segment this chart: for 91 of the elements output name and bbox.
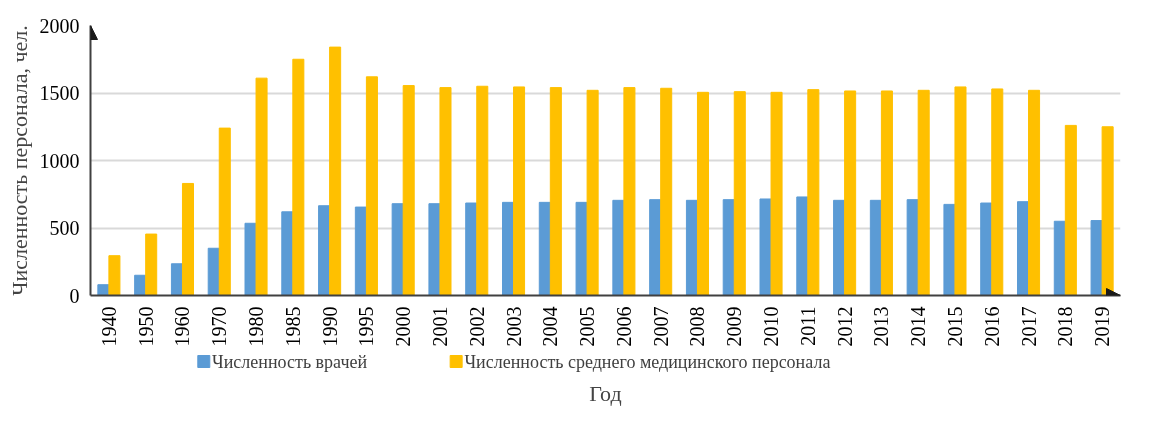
bar — [759, 198, 772, 296]
bar — [402, 85, 415, 296]
bar — [869, 199, 882, 296]
bar — [943, 203, 956, 296]
bar — [954, 86, 967, 296]
y-tick-label: 500 — [49, 217, 80, 239]
bar — [281, 211, 294, 296]
y-tick-label: 2000 — [39, 14, 80, 37]
bar — [770, 91, 783, 296]
bar — [391, 203, 404, 296]
bar — [1090, 220, 1103, 296]
bar — [255, 77, 268, 296]
bar — [502, 201, 515, 296]
bar — [623, 87, 636, 296]
x-tick-label: 2014 — [907, 306, 930, 347]
x-tick-label: 2019 — [1091, 306, 1114, 347]
x-tick-label: 2011 — [796, 306, 819, 346]
x-tick-label: 2016 — [980, 306, 1003, 347]
bar — [833, 199, 846, 296]
x-tick-label: 2017 — [1017, 306, 1040, 347]
x-tick-label: 2001 — [428, 306, 451, 347]
x-tick-label: 2004 — [539, 306, 562, 347]
bar — [329, 46, 342, 296]
x-tick-label: 2012 — [833, 306, 856, 347]
x-tick-label: 2005 — [576, 306, 599, 347]
bar — [722, 199, 735, 296]
y-tick-label: 0 — [69, 284, 80, 307]
y-tick-label: 1500 — [39, 82, 80, 104]
bar — [1028, 89, 1041, 296]
bar — [428, 203, 441, 296]
x-tick-label: 2010 — [760, 306, 783, 347]
x-tick-label: 2003 — [502, 306, 525, 347]
x-tick-label: 1985 — [281, 306, 304, 347]
bar — [218, 127, 231, 296]
bar — [318, 205, 331, 296]
legend-label: Численность врачей — [212, 351, 368, 372]
bar — [145, 233, 158, 296]
x-tick-label: 2009 — [723, 306, 746, 347]
y-axis-title: Численность персонала, чел. — [6, 25, 32, 296]
bar — [207, 247, 220, 296]
bar — [549, 87, 562, 296]
bar — [1053, 220, 1066, 296]
bar — [586, 89, 599, 296]
bar — [170, 263, 183, 296]
bar — [465, 202, 478, 296]
bar — [733, 91, 746, 296]
bar — [696, 91, 709, 296]
x-axis-title: Год — [589, 380, 622, 406]
x-tick-label: 1995 — [355, 306, 378, 347]
bar — [906, 199, 919, 296]
bar — [513, 86, 526, 296]
bar — [685, 199, 698, 296]
x-tick-label: 1990 — [318, 306, 341, 347]
bar — [439, 87, 452, 296]
bar — [980, 202, 993, 296]
bar — [97, 284, 110, 296]
bar — [917, 89, 930, 296]
bar — [880, 90, 893, 296]
bar — [365, 76, 378, 296]
bar — [807, 89, 820, 296]
x-tick-label: 2008 — [686, 306, 709, 347]
x-tick-label: 2018 — [1054, 306, 1077, 347]
bar — [1017, 201, 1030, 296]
x-tick-label: 1970 — [208, 306, 231, 347]
legend-label: Численность среднего медицинского персонала — [464, 351, 831, 372]
x-tick-label: 1960 — [171, 306, 194, 347]
y-tick-label: 1000 — [39, 149, 80, 172]
bar — [575, 201, 588, 296]
bar — [292, 58, 305, 296]
x-tick-label: 2006 — [612, 306, 635, 347]
x-tick-label: 1980 — [245, 306, 268, 347]
bar — [244, 222, 257, 296]
x-tick-label: 2015 — [943, 306, 966, 347]
bar — [354, 206, 367, 296]
bar — [991, 88, 1004, 296]
bar — [538, 201, 551, 296]
bar — [612, 199, 625, 296]
x-tick-label: 2002 — [465, 306, 488, 347]
bar — [476, 85, 489, 296]
bar — [796, 196, 809, 296]
x-tick-label: 2013 — [870, 306, 893, 347]
bar — [1064, 124, 1077, 296]
bar — [660, 87, 673, 296]
bar — [649, 199, 662, 296]
bar — [181, 182, 194, 296]
x-tick-label: 1940 — [97, 306, 120, 347]
bar — [844, 90, 857, 296]
x-tick-label: 2000 — [392, 306, 415, 347]
bar — [108, 255, 121, 296]
x-tick-label: 2007 — [649, 306, 672, 347]
x-tick-label: 1950 — [134, 306, 157, 347]
